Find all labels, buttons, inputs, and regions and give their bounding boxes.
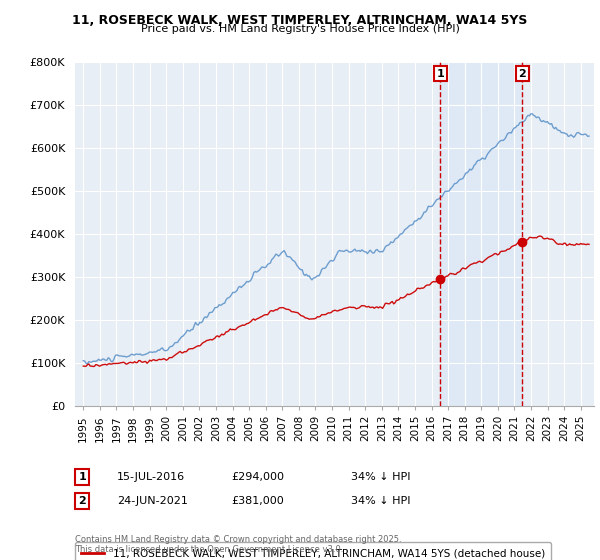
Text: 1: 1 bbox=[437, 69, 445, 78]
Text: 1: 1 bbox=[79, 472, 86, 482]
Text: 2: 2 bbox=[79, 496, 86, 506]
Bar bbox=[440, 62, 523, 406]
Text: Contains HM Land Registry data © Crown copyright and database right 2025.
This d: Contains HM Land Registry data © Crown c… bbox=[75, 535, 401, 554]
Text: 15-JUL-2016: 15-JUL-2016 bbox=[117, 472, 185, 482]
Legend: 11, ROSEBECK WALK, WEST TIMPERLEY, ALTRINCHAM, WA14 5YS (detached house), HPI: A: 11, ROSEBECK WALK, WEST TIMPERLEY, ALTRI… bbox=[75, 542, 551, 560]
Text: £294,000: £294,000 bbox=[231, 472, 284, 482]
Text: 24-JUN-2021: 24-JUN-2021 bbox=[117, 496, 188, 506]
Text: 2: 2 bbox=[518, 69, 526, 78]
Text: 34% ↓ HPI: 34% ↓ HPI bbox=[351, 496, 410, 506]
Text: 11, ROSEBECK WALK, WEST TIMPERLEY, ALTRINCHAM, WA14 5YS: 11, ROSEBECK WALK, WEST TIMPERLEY, ALTRI… bbox=[73, 14, 527, 27]
Text: 34% ↓ HPI: 34% ↓ HPI bbox=[351, 472, 410, 482]
Text: £381,000: £381,000 bbox=[231, 496, 284, 506]
Text: Price paid vs. HM Land Registry's House Price Index (HPI): Price paid vs. HM Land Registry's House … bbox=[140, 24, 460, 34]
